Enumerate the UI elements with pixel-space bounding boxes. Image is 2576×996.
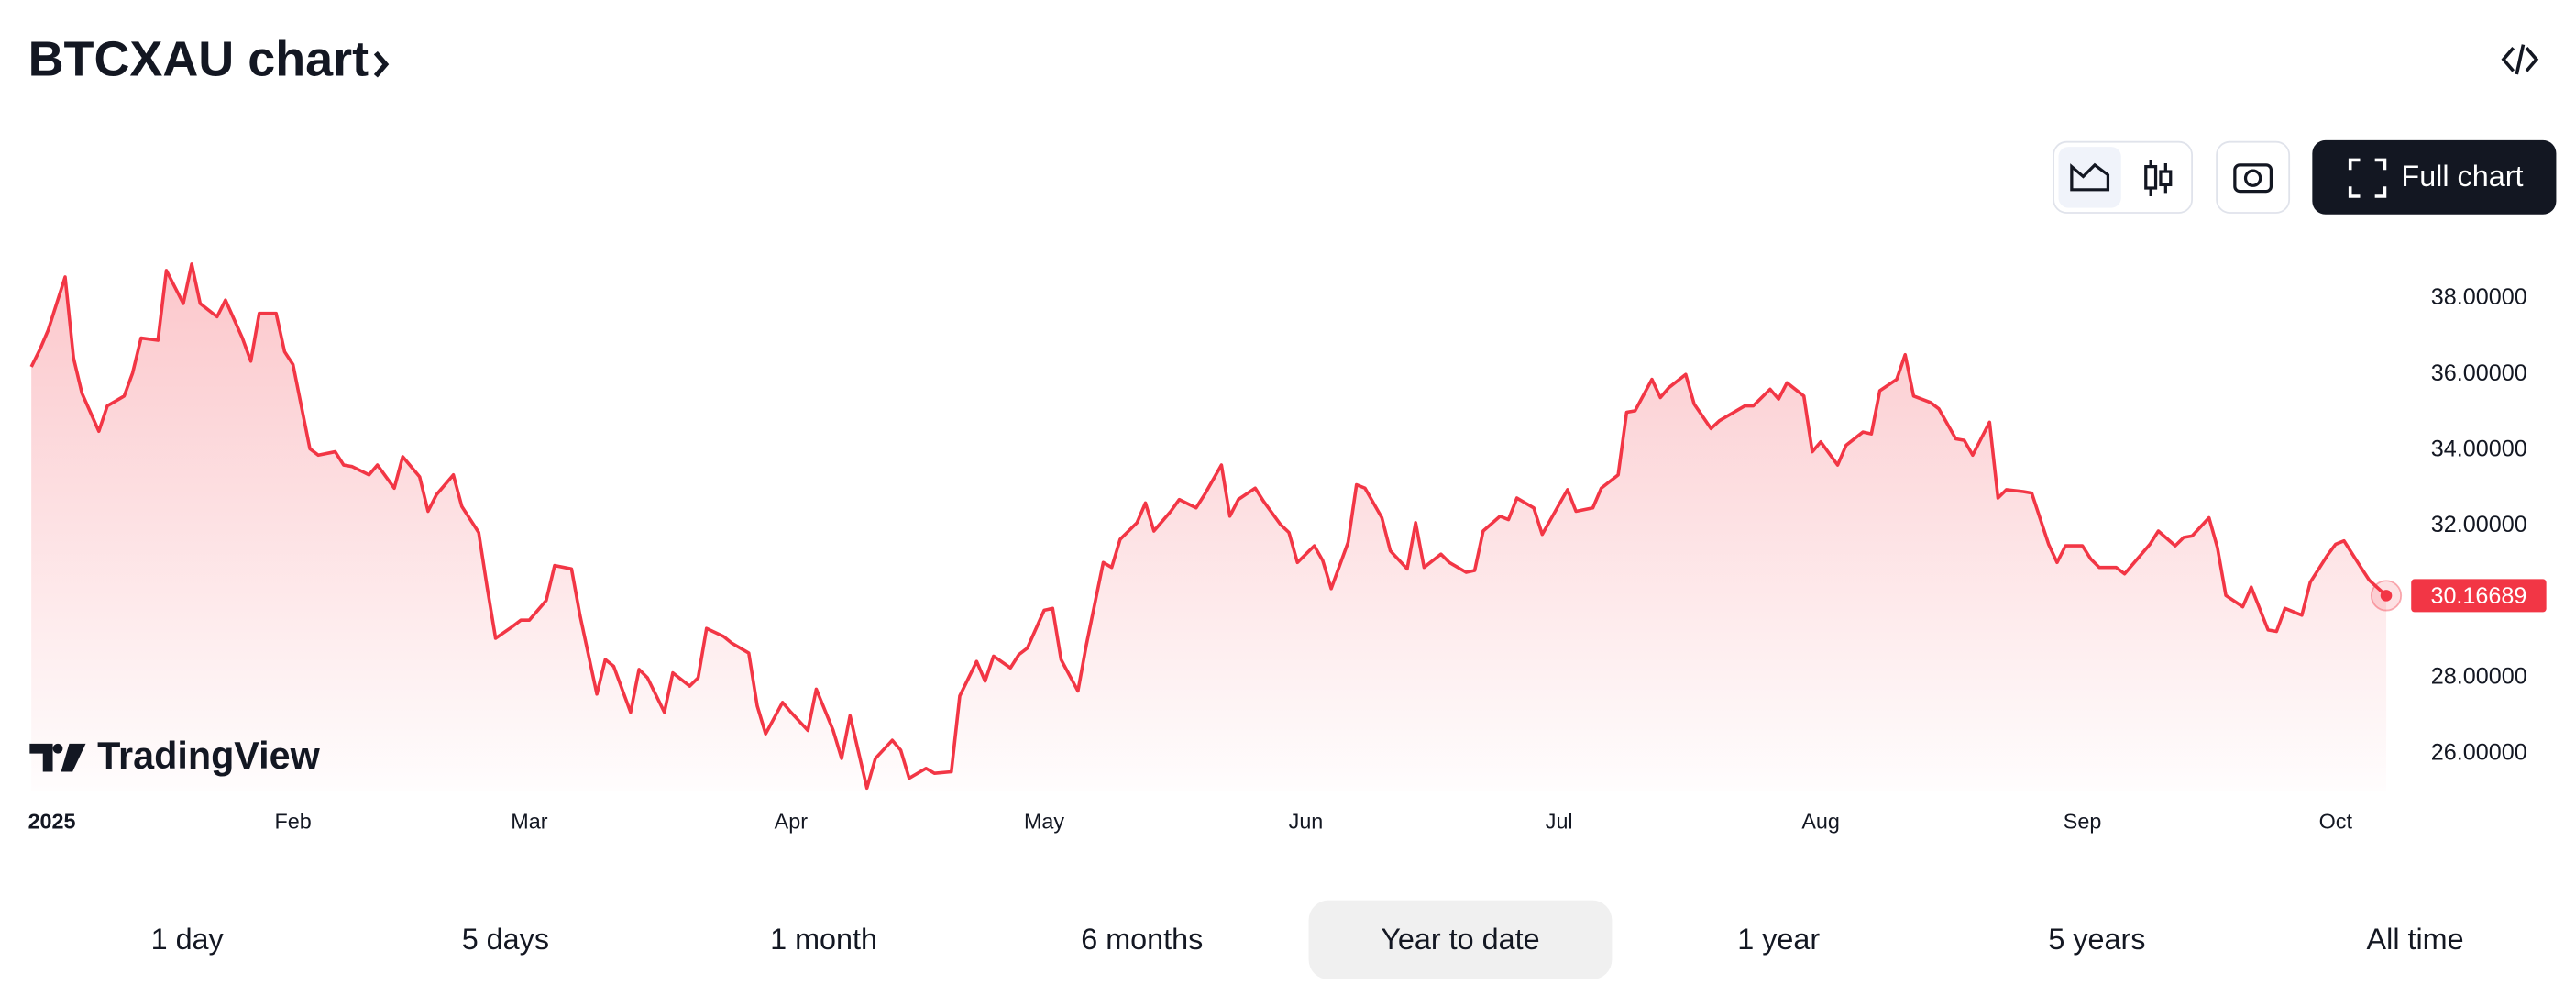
x-tick-label: Feb: [274, 809, 311, 833]
x-tick-label: Oct: [2319, 809, 2353, 833]
last-price-dot: [2380, 590, 2393, 602]
candle-icon: [2159, 170, 2173, 187]
camera-icon: [2243, 169, 2262, 187]
range-label: 1 month: [770, 923, 877, 956]
x-tick-label: Jun: [1289, 809, 1324, 833]
range-label: 1 day: [151, 923, 225, 956]
range-bar: 1 day 5 days 1 month 6 months Year to date 1 …: [151, 900, 2464, 979]
button-bg: [2216, 140, 2291, 214]
snapshot-button[interactable]: [2216, 140, 2291, 214]
range-label: 1 year: [1737, 923, 1820, 956]
plot-area: 26.00000 28.00000 32.00000 34.00000 36.00000…: [28, 262, 2547, 833]
range-label: All time: [2367, 923, 2464, 956]
y-tick-label: 34.00000: [2431, 437, 2527, 462]
range-button[interactable]: 1 year: [1737, 923, 1820, 956]
logo-icon: [29, 743, 86, 772]
button-bg: [2058, 147, 2121, 208]
area-icon: [2070, 162, 2110, 192]
embed-button[interactable]: [2501, 44, 2539, 75]
fullscreen-icon: [2348, 158, 2387, 198]
logo-text: TradingView: [97, 735, 321, 777]
range-button[interactable]: 6 months: [1081, 923, 1203, 956]
button-label: Full chart: [2401, 160, 2523, 193]
range-button[interactable]: All time: [2367, 923, 2464, 956]
last-price-box: [2411, 579, 2547, 613]
area-style-button[interactable]: [2058, 147, 2121, 208]
candle-style-button[interactable]: [2144, 160, 2173, 196]
candle-icon: [2144, 165, 2158, 190]
x-tick-label: Mar: [511, 809, 547, 833]
watermark: TradingView: [29, 735, 321, 777]
camera-icon: [2233, 163, 2273, 194]
x-tick-label: Jul: [1546, 809, 1573, 833]
range-label: Year to date: [1381, 923, 1539, 956]
page-title: BTCXAU chart: [28, 32, 369, 87]
range-selected-bg: [1308, 900, 1613, 979]
y-tick-label: 36.00000: [2431, 360, 2527, 386]
range-button[interactable]: 1 month: [770, 923, 877, 956]
x-tick-label: Apr: [775, 809, 809, 833]
x-tick-label: May: [1024, 809, 1064, 833]
range-label: 6 months: [1081, 923, 1203, 956]
range-button[interactable]: 1 day: [151, 923, 225, 956]
y-tick-label: 32.00000: [2431, 512, 2527, 537]
y-tick-label: 38.00000: [2431, 284, 2527, 310]
range-button[interactable]: Year to date: [1308, 900, 1613, 979]
area-fill: [31, 263, 2387, 792]
x-tick-label: Aug: [1801, 809, 1840, 833]
button-bg: [2312, 139, 2557, 215]
x-tick-label: Sep: [2064, 809, 2102, 833]
range-label: 5 days: [462, 923, 549, 956]
range-button[interactable]: 5 years: [2048, 923, 2145, 956]
title-link[interactable]: BTCXAU chart: [28, 32, 390, 87]
y-tick-label: 26.00000: [2431, 739, 2527, 765]
range-label: 5 years: [2048, 923, 2145, 956]
y-tick-label: 28.00000: [2431, 664, 2527, 690]
range-button[interactable]: 5 days: [462, 923, 549, 956]
embed-icon: [2501, 44, 2539, 75]
chevron-icon: [373, 50, 390, 78]
full-chart-button[interactable]: Full chart: [2312, 139, 2557, 215]
price-line: [29, 262, 2388, 791]
last-price-label: 30.16689: [2430, 583, 2526, 609]
x-tick-label: 2025: [28, 809, 76, 833]
